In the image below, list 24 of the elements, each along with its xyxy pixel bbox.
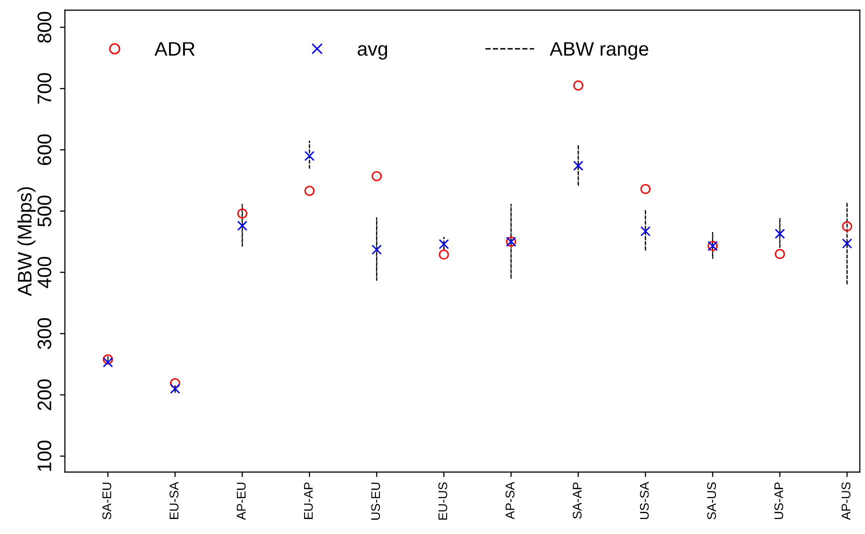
x-tick-label: US-SA	[640, 482, 649, 520]
x-tick-label: SA-US	[707, 482, 716, 520]
y-tick-label: 700	[38, 73, 52, 104]
legend-label: avg	[358, 45, 388, 60]
y-tick-label: 800	[38, 12, 52, 43]
y-tick-label: 500	[38, 196, 52, 227]
x-tick-label: SA-EU	[102, 482, 112, 520]
x-tick-label: AP-EU	[236, 482, 246, 520]
legend-label: ABW range	[550, 42, 648, 60]
y-tick-label: 600	[38, 134, 52, 166]
legend-label: ADR	[154, 42, 195, 56]
x-tick-label: US-AP	[774, 482, 784, 520]
x-tick-label: EU-AP	[304, 482, 313, 519]
y-tick-label: 300	[38, 318, 52, 350]
x-tick-label: EU-US	[438, 482, 448, 520]
x-tick-label: AP-SA	[506, 482, 514, 520]
x-tick-label: EU-SA	[170, 482, 178, 519]
x-tick-label: US-EU	[371, 482, 380, 520]
y-tick-label: 100	[38, 440, 52, 471]
x-tick-label: AP-US	[842, 482, 850, 520]
y-tick-label: 200	[38, 379, 52, 410]
x-tick-label: SA-AP	[572, 482, 582, 519]
y-tick-label: 400	[38, 256, 52, 288]
y-axis-title: ABW (Mbps)	[17, 187, 36, 296]
